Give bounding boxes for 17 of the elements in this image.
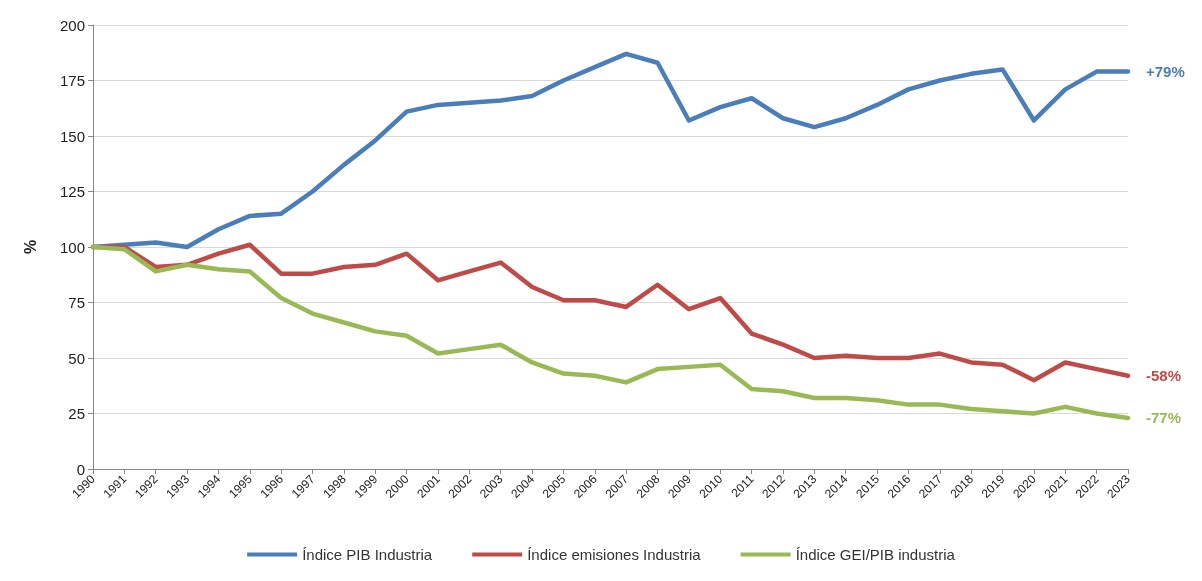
annotation: -58% [1146,367,1182,385]
line-series [90,244,1131,421]
y-tick-label: 100 [59,238,85,256]
legend-label: Índice emisiones Industria [527,546,702,563]
legend-label: Índice GEI/PIB industria [795,546,956,563]
annotation: +79% [1146,63,1185,81]
y-tick-label: 150 [59,127,85,145]
y-tick-label: 0 [76,460,85,478]
annotation: -77% [1146,409,1182,427]
y-tick-label: 50 [68,349,85,367]
legend-label: Índice PIB Industria [302,546,433,563]
y-axis-title: % [21,239,39,255]
y-tick-label: 125 [59,183,85,200]
y-tick-label: 175 [59,72,85,89]
y-tick-label: 25 [68,405,85,422]
y-tick-label: 200 [59,16,85,34]
y-tick-label: 75 [68,294,85,311]
